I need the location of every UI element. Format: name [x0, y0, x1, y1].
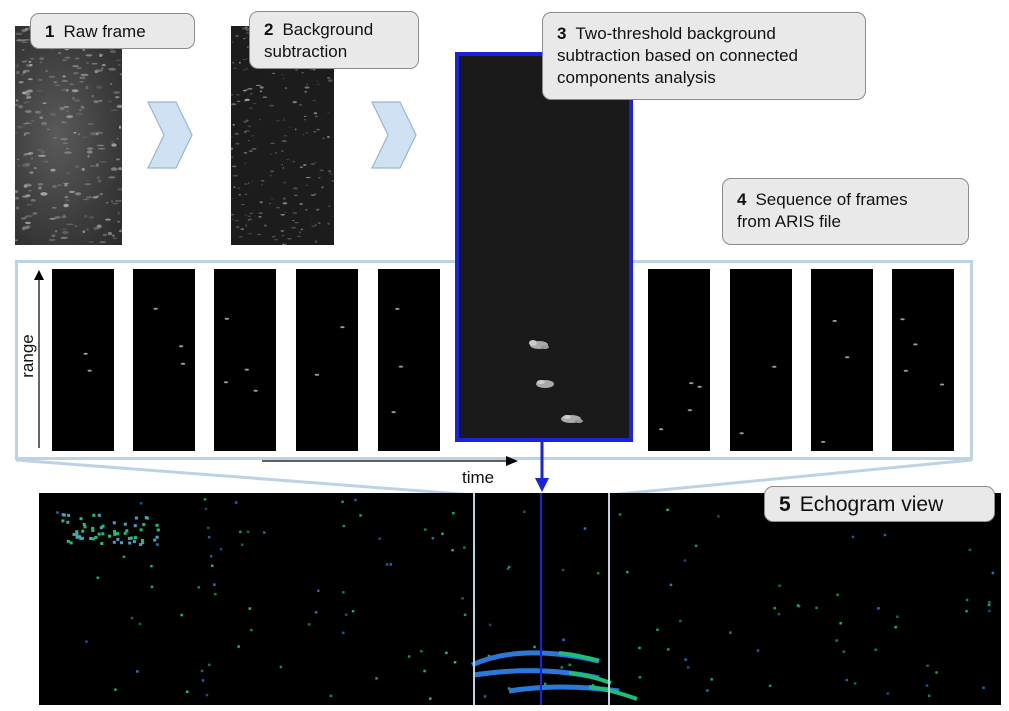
raw-frame-image	[12, 24, 125, 245]
step-2-line-2: subtraction	[264, 42, 348, 61]
chevron-right-icon	[371, 101, 417, 169]
sequence-frame	[811, 269, 873, 451]
step-5-number: 5	[779, 493, 791, 516]
step-1-callout: 1 Raw frame	[30, 13, 195, 49]
step-3-number: 3	[557, 24, 567, 43]
step-4-line-2: from ARIS file	[737, 212, 841, 231]
step-4-number: 4	[737, 190, 747, 209]
step-3-line-3: components analysis	[557, 68, 716, 87]
step-3-line-1: Two-threshold background	[575, 24, 776, 43]
sequence-frame	[648, 269, 710, 451]
step-4-callout: 4 Sequence of frames from ARIS file	[722, 178, 969, 245]
step-2-number: 2	[264, 20, 274, 39]
frame-to-echogram-arrow	[535, 440, 549, 492]
detected-fish-blobs	[529, 340, 583, 423]
sequence-frame	[296, 269, 358, 451]
fish-track-2-tail	[568, 671, 612, 685]
echogram-plot	[56, 493, 995, 705]
sequence-frame	[133, 269, 195, 451]
step-3-line-2: subtraction based on connected	[557, 46, 799, 65]
step-5-callout: 5 Echogram view	[764, 486, 995, 522]
sequence-frame	[52, 269, 114, 451]
echogram-view	[39, 493, 1001, 705]
sequence-frame	[378, 269, 440, 451]
sequence-frame	[730, 269, 792, 451]
step-1-number: 1	[45, 22, 55, 41]
chevron-right-icon	[147, 101, 193, 169]
zoom-funnel-lines	[15, 458, 973, 497]
step-2-callout: 2 Background subtraction	[249, 11, 419, 69]
step-2-line-1: Background	[282, 20, 374, 39]
range-axis-label: range	[18, 334, 37, 378]
time-axis-arrow	[262, 456, 518, 466]
sequence-frame	[214, 269, 276, 451]
time-axis-label: time	[462, 468, 495, 487]
connected-components-frame	[455, 52, 633, 442]
fish-track-3-tail	[588, 685, 638, 701]
range-axis-arrow	[34, 270, 44, 448]
step-3-callout: 3 Two-threshold background subtraction ba…	[542, 12, 866, 100]
sequence-frame	[892, 269, 954, 451]
fish-track-1-tail	[558, 651, 600, 663]
step-1-label: Raw frame	[63, 22, 146, 41]
step-5-label: Echogram view	[799, 493, 944, 516]
raw-frame-noise	[12, 24, 125, 244]
step-4-line-1: Sequence of frames	[755, 190, 908, 209]
